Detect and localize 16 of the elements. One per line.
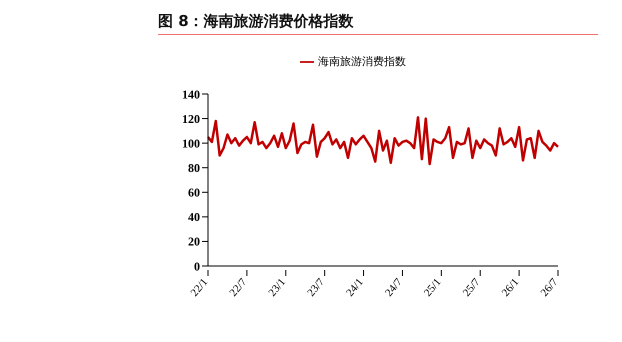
y-tick-label: 80: [188, 160, 200, 175]
y-tick-label: 120: [182, 112, 200, 126]
chart-title: 图 8：海南旅游消费价格指数: [158, 12, 598, 35]
y-tick-label: 140: [182, 87, 200, 102]
x-tick-label: 24/1: [344, 276, 366, 299]
x-tick-label: 26/1: [500, 276, 522, 299]
y-tick-label: 100: [182, 136, 200, 150]
x-tick-label: 23/1: [266, 276, 288, 299]
y-tick-label: 0: [194, 259, 200, 274]
y-tick-label: 40: [188, 210, 200, 224]
y-tick-label: 20: [188, 234, 200, 249]
x-tick-label: 25/1: [422, 276, 444, 299]
line-series: [206, 116, 560, 166]
y-tick-label: 60: [188, 186, 200, 200]
x-tick-label: 22/1: [188, 276, 210, 299]
legend-label: 海南旅游消费指数: [318, 55, 406, 68]
